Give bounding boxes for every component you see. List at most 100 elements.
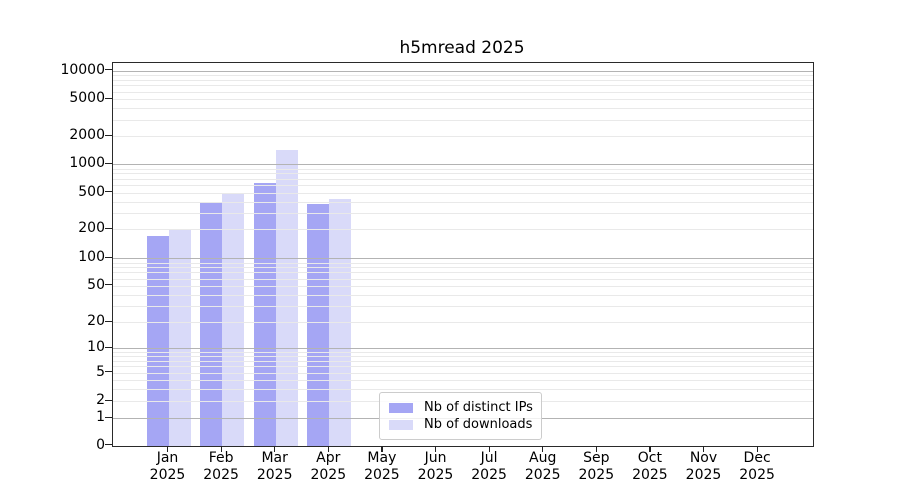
gridline-minor [113, 294, 813, 296]
legend: Nb of distinct IPs Nb of downloads [379, 392, 542, 440]
gridline-minor [113, 178, 813, 180]
gridline-major [113, 164, 813, 166]
y-tick-label: 20 [87, 313, 105, 329]
x-tick-label: Apr 2025 [310, 450, 347, 483]
gridline-major [113, 70, 813, 72]
y-tick-label: 100 [78, 249, 105, 266]
bar-downloads-mar-2025 [275, 150, 298, 446]
x-tick-label: Jun 2025 [417, 450, 454, 483]
y-tick-mark [105, 371, 112, 373]
x-tick-label: Feb 2025 [203, 450, 239, 483]
y-tick-mark [105, 320, 112, 322]
gridline-minor [113, 229, 813, 231]
chart-title: h5mread 2025 [399, 38, 525, 58]
gridline-minor [113, 322, 813, 323]
gridline-minor [113, 168, 813, 170]
y-tick-mark [105, 284, 112, 286]
x-tick-mark [435, 446, 437, 452]
y-tick-label: 500 [78, 183, 105, 200]
gridline-major [113, 348, 813, 350]
x-tick-label: Dec 2025 [739, 450, 775, 483]
y-tick-label: 1000 [69, 155, 105, 172]
gridline-minor [113, 366, 813, 368]
gridline-major [113, 258, 813, 260]
x-tick-label: Oct 2025 [632, 450, 668, 483]
gridline-minor [113, 201, 813, 203]
y-tick-mark [105, 134, 112, 136]
gridline-minor [113, 108, 813, 110]
y-tick-mark [105, 399, 112, 401]
bar-distinct-ips-mar-2025 [253, 183, 276, 446]
gridline-minor [113, 173, 813, 175]
gridline-minor [113, 388, 813, 390]
x-tick-mark [488, 446, 490, 452]
y-tick-label: 1 [96, 409, 105, 426]
y-tick-label: 2 [96, 392, 105, 408]
gridline-minor [113, 356, 813, 358]
gridline-minor [113, 379, 813, 381]
x-tick-label: Sep 2025 [578, 450, 615, 483]
x-tick-label: Mar 2025 [256, 450, 293, 483]
gridline-minor [113, 278, 813, 280]
x-tick-mark [703, 446, 705, 452]
x-tick-label: May 2025 [364, 450, 400, 483]
gridline-minor [113, 360, 813, 362]
y-tick-mark [105, 346, 112, 348]
bar-downloads-jan-2025 [168, 230, 191, 446]
gridline-minor [113, 305, 813, 307]
y-tick-label: 10000 [60, 61, 105, 78]
legend-swatch-distinct-ips [389, 402, 413, 413]
y-tick-mark [105, 162, 112, 164]
x-tick-label: Jul 2025 [471, 450, 507, 483]
x-tick-label: Jan 2025 [149, 450, 186, 483]
x-tick-mark [167, 446, 169, 452]
plot-area: Nb of distinct IPs Nb of downloads [112, 62, 814, 447]
y-tick-label: 50 [87, 276, 105, 293]
y-tick-mark [105, 227, 112, 229]
gridline-minor [113, 75, 813, 76]
gridline-minor [113, 267, 813, 269]
legend-label-downloads: Nb of downloads [424, 416, 533, 432]
gridline-minor [113, 192, 813, 194]
y-tick-label: 5 [96, 363, 105, 380]
legend-item-distinct-ips: Nb of distinct IPs [389, 399, 533, 416]
gridline-minor [113, 79, 813, 81]
y-tick-mark [105, 69, 112, 71]
bar-distinct-ips-jan-2025 [146, 236, 169, 446]
x-tick-mark [756, 446, 758, 452]
y-tick-label: 2000 [69, 127, 105, 143]
legend-swatch-downloads [389, 419, 413, 430]
x-tick-mark [274, 446, 276, 452]
x-tick-mark [542, 446, 544, 452]
gridline-minor [113, 285, 813, 287]
gridline-minor [113, 119, 813, 121]
gridline-minor [113, 272, 813, 274]
y-tick-label: 200 [78, 220, 105, 237]
gridline-minor [113, 99, 813, 101]
y-tick-label: 0 [96, 436, 105, 453]
gridline-minor [113, 372, 813, 374]
y-tick-label: 5000 [69, 90, 105, 107]
legend-item-downloads: Nb of downloads [389, 416, 533, 433]
gridline-minor [113, 185, 813, 187]
gridline-minor [113, 262, 813, 264]
y-tick-mark [105, 256, 112, 258]
y-tick-mark [105, 191, 112, 193]
x-tick-label: Nov 2025 [685, 450, 722, 483]
bar-distinct-ips-apr-2025 [307, 203, 330, 446]
bar-downloads-feb-2025 [222, 192, 245, 446]
x-tick-mark [595, 446, 597, 452]
gridline-minor [113, 352, 813, 353]
bar-distinct-ips-feb-2025 [200, 202, 223, 446]
y-tick-mark [105, 416, 112, 418]
y-tick-mark [105, 97, 112, 99]
y-tick-label: 10 [87, 339, 105, 356]
gridline-minor [113, 91, 813, 93]
x-tick-mark [327, 446, 329, 452]
gridline-minor [113, 85, 813, 87]
x-tick-mark [381, 446, 383, 452]
x-tick-mark [649, 446, 651, 452]
gridline-minor [113, 213, 813, 215]
gridline-minor [113, 136, 813, 137]
